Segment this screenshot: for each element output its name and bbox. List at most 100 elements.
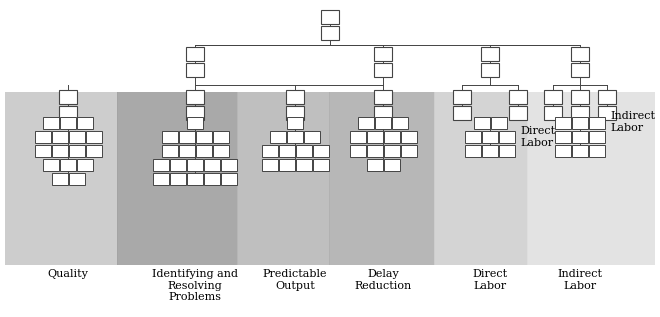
Bar	[261, 159, 277, 171]
Bar	[375, 117, 391, 129]
Text: Delay
Reduction: Delay Reduction	[354, 269, 412, 291]
Bar	[401, 145, 416, 157]
Bar	[51, 145, 67, 157]
Bar	[186, 90, 204, 104]
Bar	[59, 90, 77, 104]
Bar	[481, 47, 499, 61]
Bar	[77, 117, 93, 129]
Bar	[304, 131, 320, 143]
Bar	[589, 131, 605, 143]
Bar	[60, 159, 76, 171]
Bar	[51, 173, 67, 185]
Bar	[571, 106, 589, 120]
Bar	[312, 145, 329, 157]
Bar	[572, 117, 588, 129]
Bar	[482, 145, 498, 157]
Bar	[187, 159, 203, 171]
Bar	[162, 131, 178, 143]
Bar	[59, 106, 77, 120]
Bar	[187, 117, 203, 129]
Bar	[237, 92, 330, 265]
Bar	[544, 106, 562, 120]
Bar	[279, 145, 294, 157]
Bar	[481, 63, 499, 77]
Bar	[366, 131, 383, 143]
Text: Indirect
Labor: Indirect Labor	[558, 269, 603, 291]
Bar	[213, 145, 228, 157]
Bar	[69, 145, 84, 157]
Bar	[465, 145, 481, 157]
Bar	[374, 106, 392, 120]
Bar	[279, 159, 294, 171]
Bar	[77, 159, 93, 171]
Bar	[312, 159, 329, 171]
Bar	[366, 145, 383, 157]
Bar	[401, 131, 416, 143]
Bar	[383, 145, 399, 157]
Bar	[187, 173, 203, 185]
Bar	[195, 145, 211, 157]
Bar	[221, 159, 237, 171]
Bar	[153, 173, 169, 185]
Bar	[571, 90, 589, 104]
Bar	[86, 131, 102, 143]
Bar	[490, 117, 506, 129]
Text: Identifying and
Resolving
Problems: Identifying and Resolving Problems	[152, 269, 238, 302]
Bar	[571, 63, 589, 77]
Bar	[117, 92, 238, 265]
Text: Predictable
Output: Predictable Output	[263, 269, 327, 291]
Bar	[527, 92, 655, 265]
Bar	[86, 145, 102, 157]
Bar	[170, 173, 186, 185]
Bar	[509, 90, 527, 104]
Bar	[186, 106, 204, 120]
Bar	[589, 117, 605, 129]
Bar	[186, 63, 204, 77]
Bar	[555, 145, 571, 157]
Bar	[598, 106, 616, 120]
Bar	[296, 145, 312, 157]
Bar	[383, 131, 399, 143]
Bar	[358, 117, 374, 129]
Text: Indirect
Labor: Indirect Labor	[610, 111, 655, 133]
Bar	[296, 159, 312, 171]
Bar	[34, 145, 51, 157]
Bar	[453, 90, 471, 104]
Bar	[509, 106, 527, 120]
Bar	[383, 159, 399, 171]
Text: Quality: Quality	[48, 269, 88, 279]
Bar	[60, 117, 76, 129]
Bar	[43, 117, 59, 129]
Bar	[589, 145, 605, 157]
Text: Direct
Labor: Direct Labor	[520, 126, 555, 148]
Bar	[482, 131, 498, 143]
Bar	[69, 173, 84, 185]
Bar	[162, 145, 178, 157]
Bar	[555, 117, 571, 129]
Text: Direct
Labor: Direct Labor	[473, 269, 508, 291]
Bar	[366, 159, 383, 171]
Bar	[261, 145, 277, 157]
Bar	[170, 159, 186, 171]
Bar	[51, 131, 67, 143]
Bar	[287, 117, 303, 129]
Bar	[204, 173, 220, 185]
Bar	[499, 145, 515, 157]
Bar	[195, 131, 211, 143]
Bar	[221, 173, 237, 185]
Bar	[465, 131, 481, 143]
Bar	[321, 10, 339, 24]
Bar	[499, 131, 515, 143]
Bar	[34, 131, 51, 143]
Bar	[287, 131, 303, 143]
Bar	[473, 117, 490, 129]
Bar	[374, 90, 392, 104]
Bar	[544, 90, 562, 104]
Bar	[374, 47, 392, 61]
Bar	[178, 145, 195, 157]
Bar	[321, 26, 339, 40]
Bar	[572, 145, 588, 157]
Bar	[286, 106, 304, 120]
Bar	[434, 92, 528, 265]
Bar	[453, 106, 471, 120]
